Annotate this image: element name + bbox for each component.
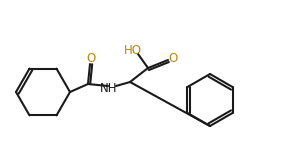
Text: O: O [86, 52, 96, 64]
Text: HO: HO [124, 43, 142, 57]
Text: NH: NH [100, 81, 118, 95]
Text: O: O [168, 52, 178, 64]
